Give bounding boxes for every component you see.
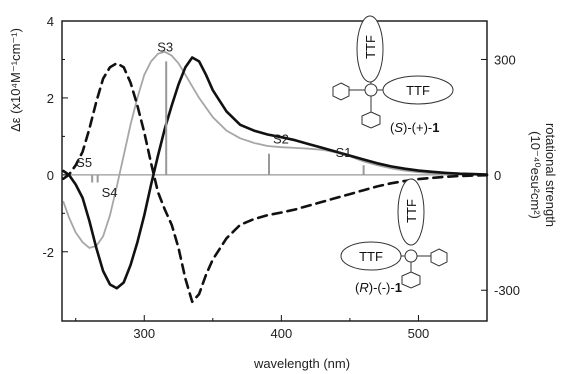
stick-label-s2: S2 <box>273 132 289 147</box>
phenyl-ring-icon <box>332 82 350 101</box>
phenyl-ring-icon <box>430 248 448 267</box>
y-right-tick-label: 0 <box>494 168 501 183</box>
stick-label-s5: S5 <box>76 155 92 170</box>
y-left-tick-label: 4 <box>47 14 54 29</box>
stick-spectrum-layer: S1 S2 S3 S4 S5 <box>76 39 365 200</box>
stick-label-s3: S3 <box>157 39 173 54</box>
stick-label-s1: S1 <box>336 145 352 160</box>
spiro-center <box>364 83 378 97</box>
x-tick-label: 500 <box>408 326 430 341</box>
ttf-label: TTF <box>406 83 430 98</box>
x-axis-title: wavelength (nm) <box>253 356 350 371</box>
y-left-tick-label: -2 <box>42 245 54 260</box>
series-layer <box>62 50 489 304</box>
ttf-label: TTF <box>404 199 419 223</box>
y-axis-right-title-line1: rotational strength <box>543 123 558 227</box>
y-right-tick-label: -300 <box>494 283 520 298</box>
phenyl-ring-icon <box>401 271 421 289</box>
y-axis-left-title: Δε (x10⁴M⁻¹cm⁻¹) <box>8 28 23 132</box>
ttf-vertical-ellipse <box>397 178 425 246</box>
ttf-vertical-ellipse <box>356 15 384 83</box>
y-left-tick-label: 0 <box>47 168 54 183</box>
series-line-calculated <box>62 50 488 249</box>
y-axis-right-title-line2: (10⁻⁴⁰esu²cm²) <box>528 131 543 219</box>
x-tick-label: 400 <box>271 326 293 341</box>
ttf-label: TTF <box>359 249 383 264</box>
enantiomer-label-r: (R)-(-)-1 <box>355 280 402 295</box>
y-right-tick-label: 300 <box>494 52 516 67</box>
stick-label-s4: S4 <box>102 185 118 200</box>
axes: 300 400 500 -2 0 2 4 -300 0 300 <box>42 14 520 341</box>
series-line-r-1 <box>62 62 489 304</box>
s-enantiomer-structure <box>332 15 454 129</box>
enantiomer-label-s: (S)-(+)-1 <box>390 120 440 135</box>
y-left-tick-label: 2 <box>47 91 54 106</box>
ttf-label: TTF <box>363 35 378 59</box>
phenyl-ring-icon <box>361 111 381 129</box>
plot-frame <box>61 20 488 322</box>
r-enantiomer-structure <box>340 178 448 289</box>
x-tick-label: 300 <box>133 326 155 341</box>
series-line-s-1 <box>62 56 489 290</box>
spiro-center <box>404 249 418 263</box>
